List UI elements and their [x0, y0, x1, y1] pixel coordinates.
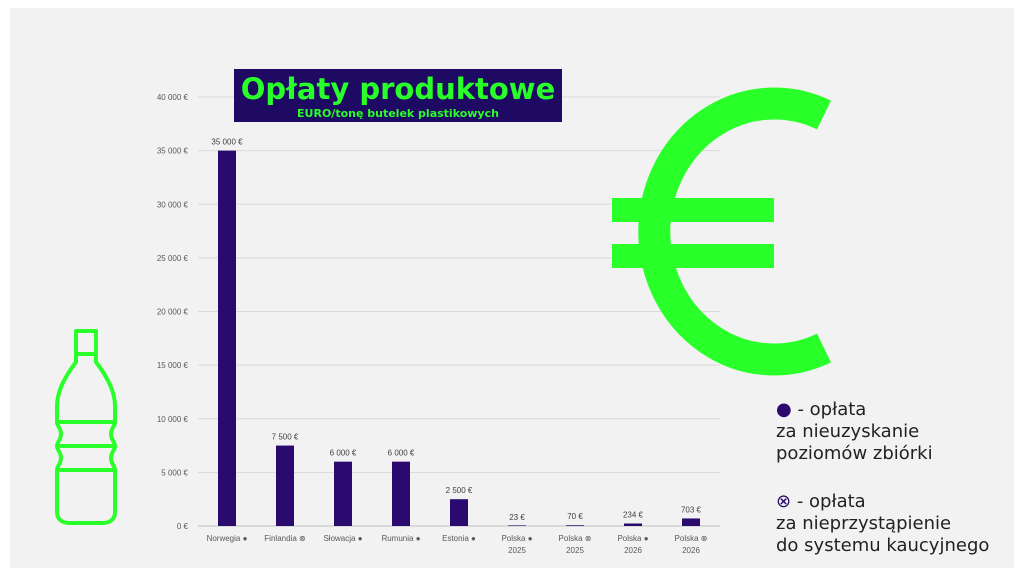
x-tick-label: 2026 — [624, 546, 642, 555]
euro-sign-icon — [612, 87, 831, 376]
x-tick-label: 2026 — [682, 546, 700, 555]
x-tick-label: 2025 — [508, 546, 526, 555]
chart-title-box: Opłaty produktowe EURO/tonę butelek plas… — [234, 69, 562, 122]
bar — [682, 518, 700, 526]
x-tick-label: Rumunia ● — [381, 534, 420, 543]
legend-marker-circled-x: ⊗ — [776, 491, 792, 512]
x-tick-label: Polska ⊗ — [559, 534, 592, 543]
y-tick-label: 35 000 € — [157, 147, 189, 156]
data-label: 6 000 € — [330, 449, 357, 458]
y-tick-label: 20 000 € — [157, 308, 189, 317]
bar — [276, 445, 294, 526]
bar — [450, 499, 468, 526]
y-tick-label: 40 000 € — [157, 93, 189, 102]
data-label: 6 000 € — [388, 449, 415, 458]
data-label: 23 € — [509, 513, 525, 522]
chart-subtitle: EURO/tonę butelek plastikowych — [297, 107, 499, 120]
y-tick-label: 30 000 € — [157, 200, 189, 209]
legend-label: - opłata — [791, 491, 866, 512]
legend-label: - opłata — [791, 399, 867, 420]
data-label: 234 € — [623, 510, 644, 519]
x-tick-label: Polska ● — [617, 534, 648, 543]
y-tick-label: 15 000 € — [157, 361, 189, 370]
x-tick-label: Norwegia ● — [207, 534, 248, 543]
data-label: 2 500 € — [446, 486, 473, 495]
bar — [624, 523, 642, 526]
bar — [508, 525, 526, 526]
legend-item-collection-fee: ● - opłata za nieuzyskanie poziomów zbió… — [776, 399, 933, 465]
x-tick-label: Finlandia ⊗ — [264, 534, 305, 543]
bar — [218, 150, 236, 526]
y-tick-label: 10 000 € — [157, 415, 189, 424]
y-tick-label: 25 000 € — [157, 254, 189, 263]
legend-label: do systemu kaucyjnego — [776, 535, 990, 556]
data-label: 7 500 € — [272, 433, 299, 442]
x-tick-label: Polska ⊗ — [675, 534, 708, 543]
bar — [334, 461, 352, 526]
data-label: 70 € — [567, 512, 583, 521]
x-tick-label: 2025 — [566, 546, 584, 555]
bar — [566, 525, 584, 526]
data-label: 35 000 € — [211, 138, 243, 147]
x-tick-label: Estonia ● — [442, 534, 476, 543]
legend-label: za nieprzystąpienie — [776, 513, 952, 534]
chart-title: Opłaty produktowe — [240, 72, 556, 106]
legend-label: poziomów zbiórki — [776, 443, 933, 464]
y-tick-label: 0 € — [177, 522, 189, 531]
legend-marker-dot: ● — [776, 399, 792, 420]
bar — [392, 461, 410, 526]
y-tick-label: 5 000 € — [161, 468, 188, 477]
x-tick-label: Polska ● — [501, 534, 532, 543]
bottle-icon — [55, 329, 117, 525]
data-label: 703 € — [681, 505, 702, 514]
legend-item-deposit-fee: ⊗ - opłata za nieprzystąpienie do system… — [776, 491, 989, 557]
x-tick-label: Słowacja ● — [323, 534, 362, 543]
legend-label: za nieuzyskanie — [776, 421, 920, 442]
